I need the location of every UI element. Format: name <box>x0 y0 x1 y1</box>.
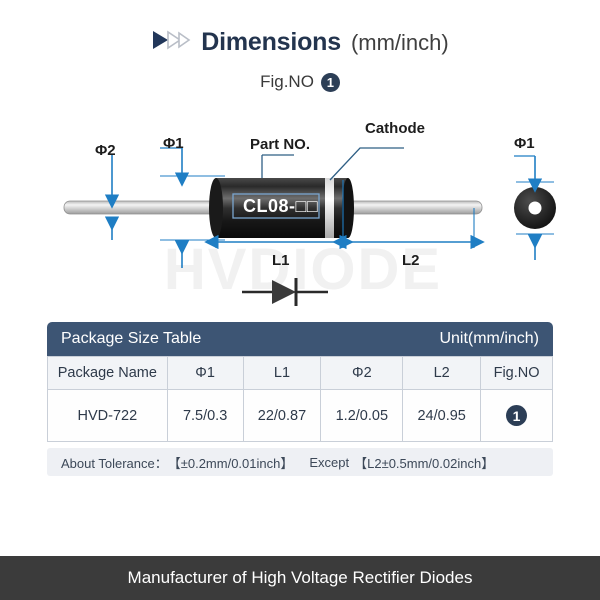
tolerance-note: About Tolerance： 【±0.2mm/0.01inch】 Excep… <box>47 448 553 476</box>
label-part-no: Part NO. <box>250 136 311 153</box>
table-title: Package Size Table <box>61 330 202 347</box>
table-row: HVD-722 7.5/0.3 22/0.87 1.2/0.05 24/0.95… <box>47 389 553 442</box>
column-header-phi2: Φ2 <box>320 356 404 390</box>
footer-text: Manufacturer of High Voltage Rectifier D… <box>127 568 473 587</box>
label-l1: L1 <box>272 252 290 269</box>
cell-fig-no: 1 <box>480 389 553 442</box>
figure-number-badge: 1 <box>320 72 340 92</box>
cell-l1: 22/0.87 <box>242 389 322 442</box>
tolerance-label: About Tolerance： <box>61 455 168 471</box>
package-size-table: Package Name Φ1 L1 Φ2 L2 Fig.NO HVD-722 … <box>47 356 553 442</box>
label-cathode: Cathode <box>365 120 425 137</box>
package-size-table-block: Package Size Table Unit(mm/inch) Package… <box>47 322 553 476</box>
tolerance-value: 【±0.2mm/0.01inch】 <box>167 455 294 471</box>
diode-schematic-symbol <box>242 278 328 306</box>
cell-package-name: HVD-722 <box>47 389 168 442</box>
column-header-l2: L2 <box>402 356 482 390</box>
table-header-bar: Package Size Table Unit(mm/inch) <box>47 322 553 356</box>
cell-phi1: 7.5/0.3 <box>166 389 244 442</box>
column-header-phi1: Φ1 <box>166 356 244 390</box>
page-title: Dimensions <box>201 28 341 56</box>
table-header-row: Package Name Φ1 L1 Φ2 L2 Fig.NO <box>47 356 553 390</box>
double-chevron-right-icon <box>151 29 191 56</box>
figure-number-row: Fig.NO 1 <box>0 72 600 92</box>
page-title-row: Dimensions (mm/inch) <box>0 28 600 57</box>
table-unit-label: Unit(mm/inch) <box>439 330 539 347</box>
column-header-package-name: Package Name <box>47 356 168 390</box>
label-phi2-left: Φ2 <box>95 142 116 159</box>
label-phi1-right: Φ1 <box>514 135 535 152</box>
part-number-text: CL08-□□ <box>243 196 319 216</box>
label-l2: L2 <box>402 252 420 269</box>
footer-banner: Manufacturer of High Voltage Rectifier D… <box>0 556 600 600</box>
tolerance-except-label: Except <box>309 454 350 470</box>
fig-no-badge: 1 <box>506 405 528 426</box>
column-header-l1: L1 <box>242 356 322 390</box>
dimension-drawing: Φ2 Φ1 Part NO. Cathode Φ1 L1 L2 CL08-□□ <box>0 100 600 315</box>
page-title-unit: (mm/inch) <box>350 29 449 55</box>
tolerance-except-value: 【L2±0.5mm/0.02inch】 <box>354 455 495 471</box>
cell-l2: 24/0.95 <box>402 389 482 442</box>
figure-number-label: Fig.NO <box>260 72 314 91</box>
column-header-fig-no: Fig.NO <box>480 356 553 390</box>
cell-phi2: 1.2/0.05 <box>320 389 404 442</box>
label-phi1-left: Φ1 <box>163 135 184 152</box>
